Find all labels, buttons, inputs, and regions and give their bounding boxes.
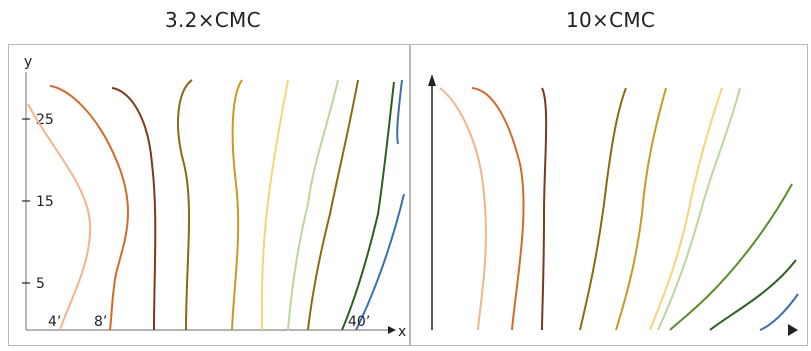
- curve-6: [260, 79, 289, 331]
- right-x-arrow: [788, 324, 798, 336]
- curve-label-40: 40’: [348, 314, 370, 330]
- y-axis-label: y: [24, 54, 32, 70]
- curve-9: [341, 81, 395, 331]
- y-tick-label-5: 5: [36, 276, 45, 292]
- x-axis-arrow: [388, 326, 396, 334]
- panel-left-plot: y x 25 15 5 4’ 8’ 40’: [22, 54, 406, 340]
- r-curve-9: [709, 259, 797, 331]
- r-curve-4: [579, 87, 627, 331]
- curve-7: [287, 79, 339, 331]
- r-curve-1: [439, 87, 487, 331]
- panel-right-title: 10×CMC: [566, 8, 656, 32]
- y-tick-label-15: 15: [36, 194, 54, 210]
- panel-right-frame: [410, 44, 808, 346]
- r-curve-7: [657, 87, 741, 331]
- curve-11: [355, 193, 405, 331]
- y-tick-label-25: 25: [36, 112, 54, 128]
- r-curve-10: [759, 293, 799, 331]
- curve-4: [177, 79, 193, 331]
- r-curve-6: [649, 87, 723, 331]
- curve-label-8: 8’: [94, 314, 107, 330]
- curve-label-4: 4’: [48, 314, 61, 330]
- curve-8min: [49, 85, 130, 331]
- curve-10: [396, 79, 403, 145]
- curve-4min: [27, 103, 92, 331]
- curve-8: [307, 79, 359, 331]
- x-axis-label: x: [398, 324, 406, 340]
- panel-left-frame: [8, 44, 410, 346]
- r-curve-8: [669, 183, 793, 331]
- curve-3: [111, 87, 157, 331]
- r-curve-3: [541, 87, 548, 331]
- panel-right-plot: [428, 74, 799, 336]
- r-curve-2: [471, 87, 525, 331]
- panel-left-title: 3.2×CMC: [165, 8, 261, 32]
- right-y-axis-arrow: [428, 74, 436, 86]
- curve-5: [231, 79, 243, 331]
- r-curve-5: [615, 87, 667, 331]
